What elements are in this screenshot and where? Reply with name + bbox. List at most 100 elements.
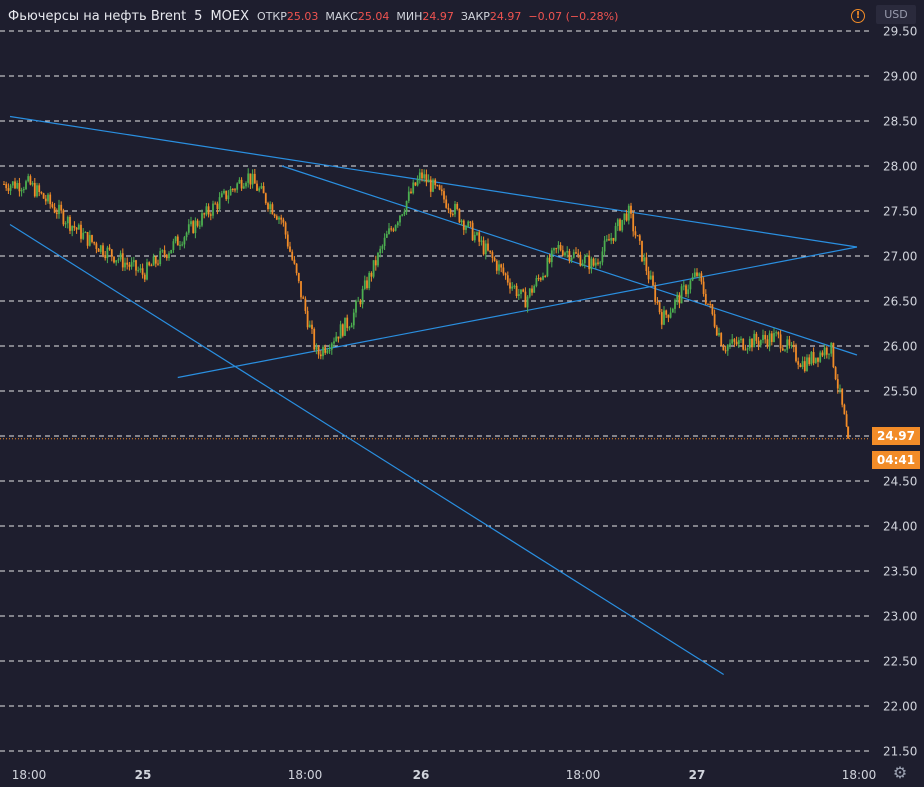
candle-body (590, 258, 593, 270)
candle-body (632, 213, 635, 232)
candle-body (102, 245, 104, 256)
candle-body (240, 179, 243, 189)
candle-body (273, 214, 276, 217)
candle-body (117, 259, 120, 261)
candle-body (159, 251, 162, 265)
candle-body (438, 185, 441, 190)
candle-body (357, 300, 360, 302)
candle-body (762, 334, 764, 340)
candle-body (308, 324, 311, 328)
candle-body (335, 336, 338, 342)
candle-body (744, 349, 747, 351)
candle-body (689, 280, 692, 290)
interval-label[interactable]: 5 (194, 8, 203, 24)
x-tick-label: 18:00 (842, 768, 877, 782)
candle-body (31, 182, 34, 185)
candle-body (401, 214, 404, 216)
candle-body (297, 273, 300, 282)
candle-body (366, 280, 368, 289)
candle-body (647, 271, 650, 280)
candle-body (797, 361, 800, 365)
candle-body (55, 212, 58, 215)
candle-body (572, 252, 575, 258)
candle-body (643, 257, 646, 262)
currency-label[interactable]: USD (876, 5, 916, 24)
candle-body (203, 213, 206, 215)
candle-body (372, 260, 375, 277)
candle-body (154, 256, 157, 264)
candle-body (82, 232, 85, 239)
candle-body (487, 243, 489, 251)
candle-body (322, 347, 324, 357)
candle-body (757, 340, 760, 346)
candle-body (236, 183, 239, 190)
candle-body (660, 312, 663, 325)
candle-body (262, 186, 265, 194)
candle-body (425, 174, 428, 183)
candle-body (370, 272, 373, 277)
candle-body (663, 310, 665, 325)
candle-body (731, 339, 734, 344)
candle-body (592, 258, 595, 266)
candle-body (687, 289, 690, 295)
y-tick-label: 28.00 (883, 160, 917, 174)
warning-icon[interactable]: ! (851, 9, 865, 23)
candle-body (726, 345, 729, 351)
candle-body (66, 216, 69, 224)
symbol-name[interactable]: Фьючерсы на нефть Brent (8, 8, 187, 24)
candle-body (693, 272, 696, 278)
candle-body (62, 210, 65, 225)
candle-body (220, 193, 223, 198)
candle-body (256, 183, 258, 191)
candle-body (557, 245, 560, 249)
candle-body (212, 203, 214, 216)
candle-body (185, 232, 188, 238)
candle-body (348, 327, 351, 329)
candle-body (627, 205, 630, 221)
candle-body (36, 185, 38, 197)
candle-body (506, 275, 509, 283)
candle-body (113, 256, 115, 263)
candle-body (368, 272, 371, 289)
candle-body (682, 285, 685, 287)
candle-body (803, 361, 806, 371)
close-label: ЗАКР (460, 9, 490, 23)
candle-body (537, 278, 540, 280)
close-value: 24.97 (489, 9, 522, 23)
candle-body (491, 252, 494, 258)
candle-body (570, 257, 573, 261)
candle-body (84, 232, 87, 234)
candle-body (594, 262, 597, 266)
candle-body (20, 190, 23, 192)
y-tick-label: 27.00 (883, 250, 917, 264)
candle-body (352, 312, 355, 326)
candle-body (121, 253, 124, 268)
candle-body (520, 289, 522, 295)
candle-body (163, 250, 166, 255)
candle-body (799, 364, 802, 367)
candle-body (810, 352, 813, 365)
candle-body (99, 245, 102, 252)
candle-body (258, 188, 261, 191)
candle-body (781, 348, 784, 351)
candle-body (724, 350, 727, 352)
candle-body (454, 203, 456, 215)
candle-body (3, 184, 5, 185)
candle-body (14, 181, 16, 189)
candle-body (583, 256, 586, 264)
y-tick-label: 29.00 (883, 70, 917, 84)
candle-body (821, 352, 824, 356)
candle-body (500, 264, 503, 268)
candle-body (535, 278, 538, 287)
candle-body (225, 190, 228, 200)
countdown-label: 04:41 (872, 451, 920, 469)
candle-body (427, 179, 430, 183)
candle-body (548, 257, 551, 263)
gear-icon[interactable]: ⚙ (892, 763, 908, 782)
candle-body (49, 194, 52, 205)
open-value: 25.03 (286, 9, 319, 23)
candle-body (319, 354, 322, 357)
candle-body (317, 347, 320, 355)
candle-body (157, 263, 159, 265)
